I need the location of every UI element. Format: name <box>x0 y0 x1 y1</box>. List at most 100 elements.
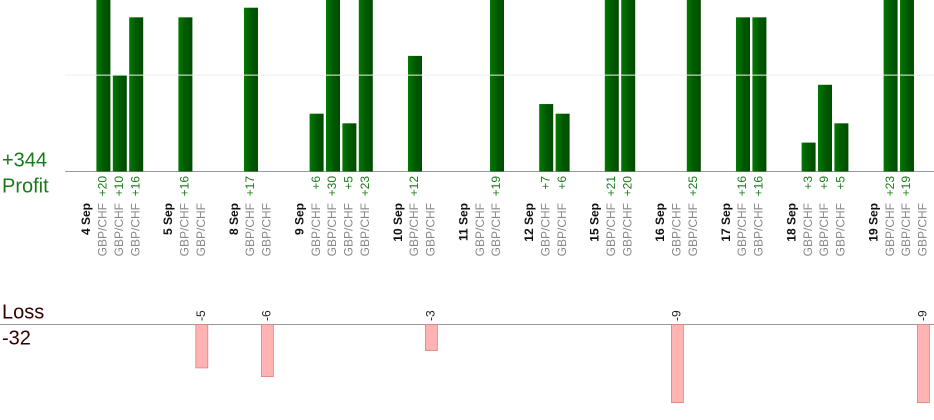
pair-label: GBP/CHF <box>801 203 815 256</box>
pair-label: GBP/CHF <box>538 203 552 256</box>
pair-label: GBP/CHF <box>620 203 634 256</box>
date-label: 4 Sep <box>79 203 93 235</box>
pair-label: GBP/CHF <box>686 203 700 256</box>
profit-bar <box>112 75 127 172</box>
loss-bar <box>424 324 438 351</box>
pair-label: GBP/CHF <box>489 203 503 256</box>
profit-bar <box>96 0 111 172</box>
date-label: 9 Sep <box>292 203 306 235</box>
loss-label: -6 <box>260 310 274 321</box>
profit-bar <box>604 0 619 172</box>
pair-label: GBP/CHF <box>407 203 421 256</box>
pair-label: GBP/CHF <box>342 203 356 256</box>
pair-label: GBP/CHF <box>916 203 930 256</box>
pair-label: GBP/CHF <box>604 203 618 256</box>
profit-label: Profit <box>2 175 49 197</box>
profit-bar <box>818 84 832 172</box>
profit-label: +6 <box>555 176 569 190</box>
pair-label: GBP/CHF <box>260 203 274 256</box>
profit-label: +16 <box>735 176 749 197</box>
date-label: 12 Sep <box>522 203 536 242</box>
date-label: 15 Sep <box>588 203 602 242</box>
pair-label: GBP/CHF <box>243 203 257 256</box>
profit-label: +10 <box>112 176 126 197</box>
profit-bar <box>358 0 373 172</box>
loss-bar <box>917 324 930 404</box>
profit-label: +7 <box>538 176 552 190</box>
pair-label: GBP/CHF <box>883 203 897 256</box>
loss-label: -9 <box>670 310 684 321</box>
profit-bar <box>244 7 258 172</box>
profit-label: +19 <box>489 176 503 197</box>
loss-label: -9 <box>916 310 930 321</box>
pair-label: GBP/CHF <box>96 203 110 256</box>
profit-bar <box>686 0 701 172</box>
pair-label: GBP/CHF <box>325 203 339 256</box>
date-label: 19 Sep <box>866 203 880 242</box>
pair-label: GBP/CHF <box>358 203 372 256</box>
profit-bar <box>834 123 849 172</box>
profit-label: +16 <box>178 176 192 197</box>
profit-label: +20 <box>620 176 634 197</box>
profit-bar <box>342 123 357 172</box>
pair-label: GBP/CHF <box>112 203 126 256</box>
profit-bar <box>900 0 914 172</box>
date-label: 10 Sep <box>391 203 405 242</box>
loss-label: -3 <box>424 310 438 321</box>
pair-label: GBP/CHF <box>424 203 438 256</box>
profit-label: +25 <box>686 176 700 197</box>
loss-label: -5 <box>194 310 208 321</box>
profit-label: +23 <box>358 176 372 197</box>
pair-label: GBP/CHF <box>194 203 208 256</box>
pair-label: GBP/CHF <box>309 203 323 256</box>
profit-label: +17 <box>243 176 257 197</box>
profit-label: +9 <box>817 176 831 190</box>
profit-bar <box>883 0 898 172</box>
profit-bar <box>736 17 750 172</box>
profit-label: +23 <box>883 176 897 197</box>
profit-bar <box>621 0 636 172</box>
pair-label: GBP/CHF <box>834 203 848 256</box>
loss-total: -32 <box>2 327 31 349</box>
pair-label: GBP/CHF <box>555 203 569 256</box>
profit-bar <box>490 0 504 172</box>
date-label: 17 Sep <box>719 203 733 242</box>
pair-label: GBP/CHF <box>735 203 749 256</box>
loss-bar <box>195 324 209 369</box>
date-label: 5 Sep <box>161 203 175 235</box>
profit-label: +20 <box>96 176 110 197</box>
pair-label: GBP/CHF <box>128 203 142 256</box>
profit-label: +21 <box>604 176 618 197</box>
profit-label: +30 <box>325 176 339 197</box>
profit-bar <box>752 17 767 172</box>
profit-label: +16 <box>752 176 766 197</box>
profit-label: +5 <box>834 176 848 190</box>
pair-label: GBP/CHF <box>670 203 684 256</box>
loss-bar <box>260 324 274 377</box>
profit-bar <box>408 55 422 172</box>
date-label: 16 Sep <box>653 203 667 242</box>
pair-label: GBP/CHF <box>817 203 831 256</box>
profit-bar <box>555 113 570 172</box>
loss-bar <box>671 324 684 404</box>
profit-bar <box>326 0 340 172</box>
date-label: 8 Sep <box>227 203 241 235</box>
profit-label: +16 <box>128 176 142 197</box>
pair-label: GBP/CHF <box>473 203 487 256</box>
loss-label: Loss <box>2 301 44 323</box>
profit-label: +6 <box>309 176 323 190</box>
pair-label: GBP/CHF <box>178 203 192 256</box>
pair-label: GBP/CHF <box>752 203 766 256</box>
profit-total: +344 <box>2 149 47 171</box>
profit-label: +3 <box>801 176 815 190</box>
profit-bar <box>309 113 324 172</box>
date-label: 11 Sep <box>456 203 470 241</box>
profit-bar <box>801 142 816 172</box>
profit-bar <box>178 17 193 172</box>
pair-label: GBP/CHF <box>899 203 913 256</box>
profit-bar <box>539 104 554 172</box>
profit-label: +12 <box>407 176 421 197</box>
profit-bar <box>129 17 144 172</box>
profit-label: +5 <box>342 176 356 190</box>
